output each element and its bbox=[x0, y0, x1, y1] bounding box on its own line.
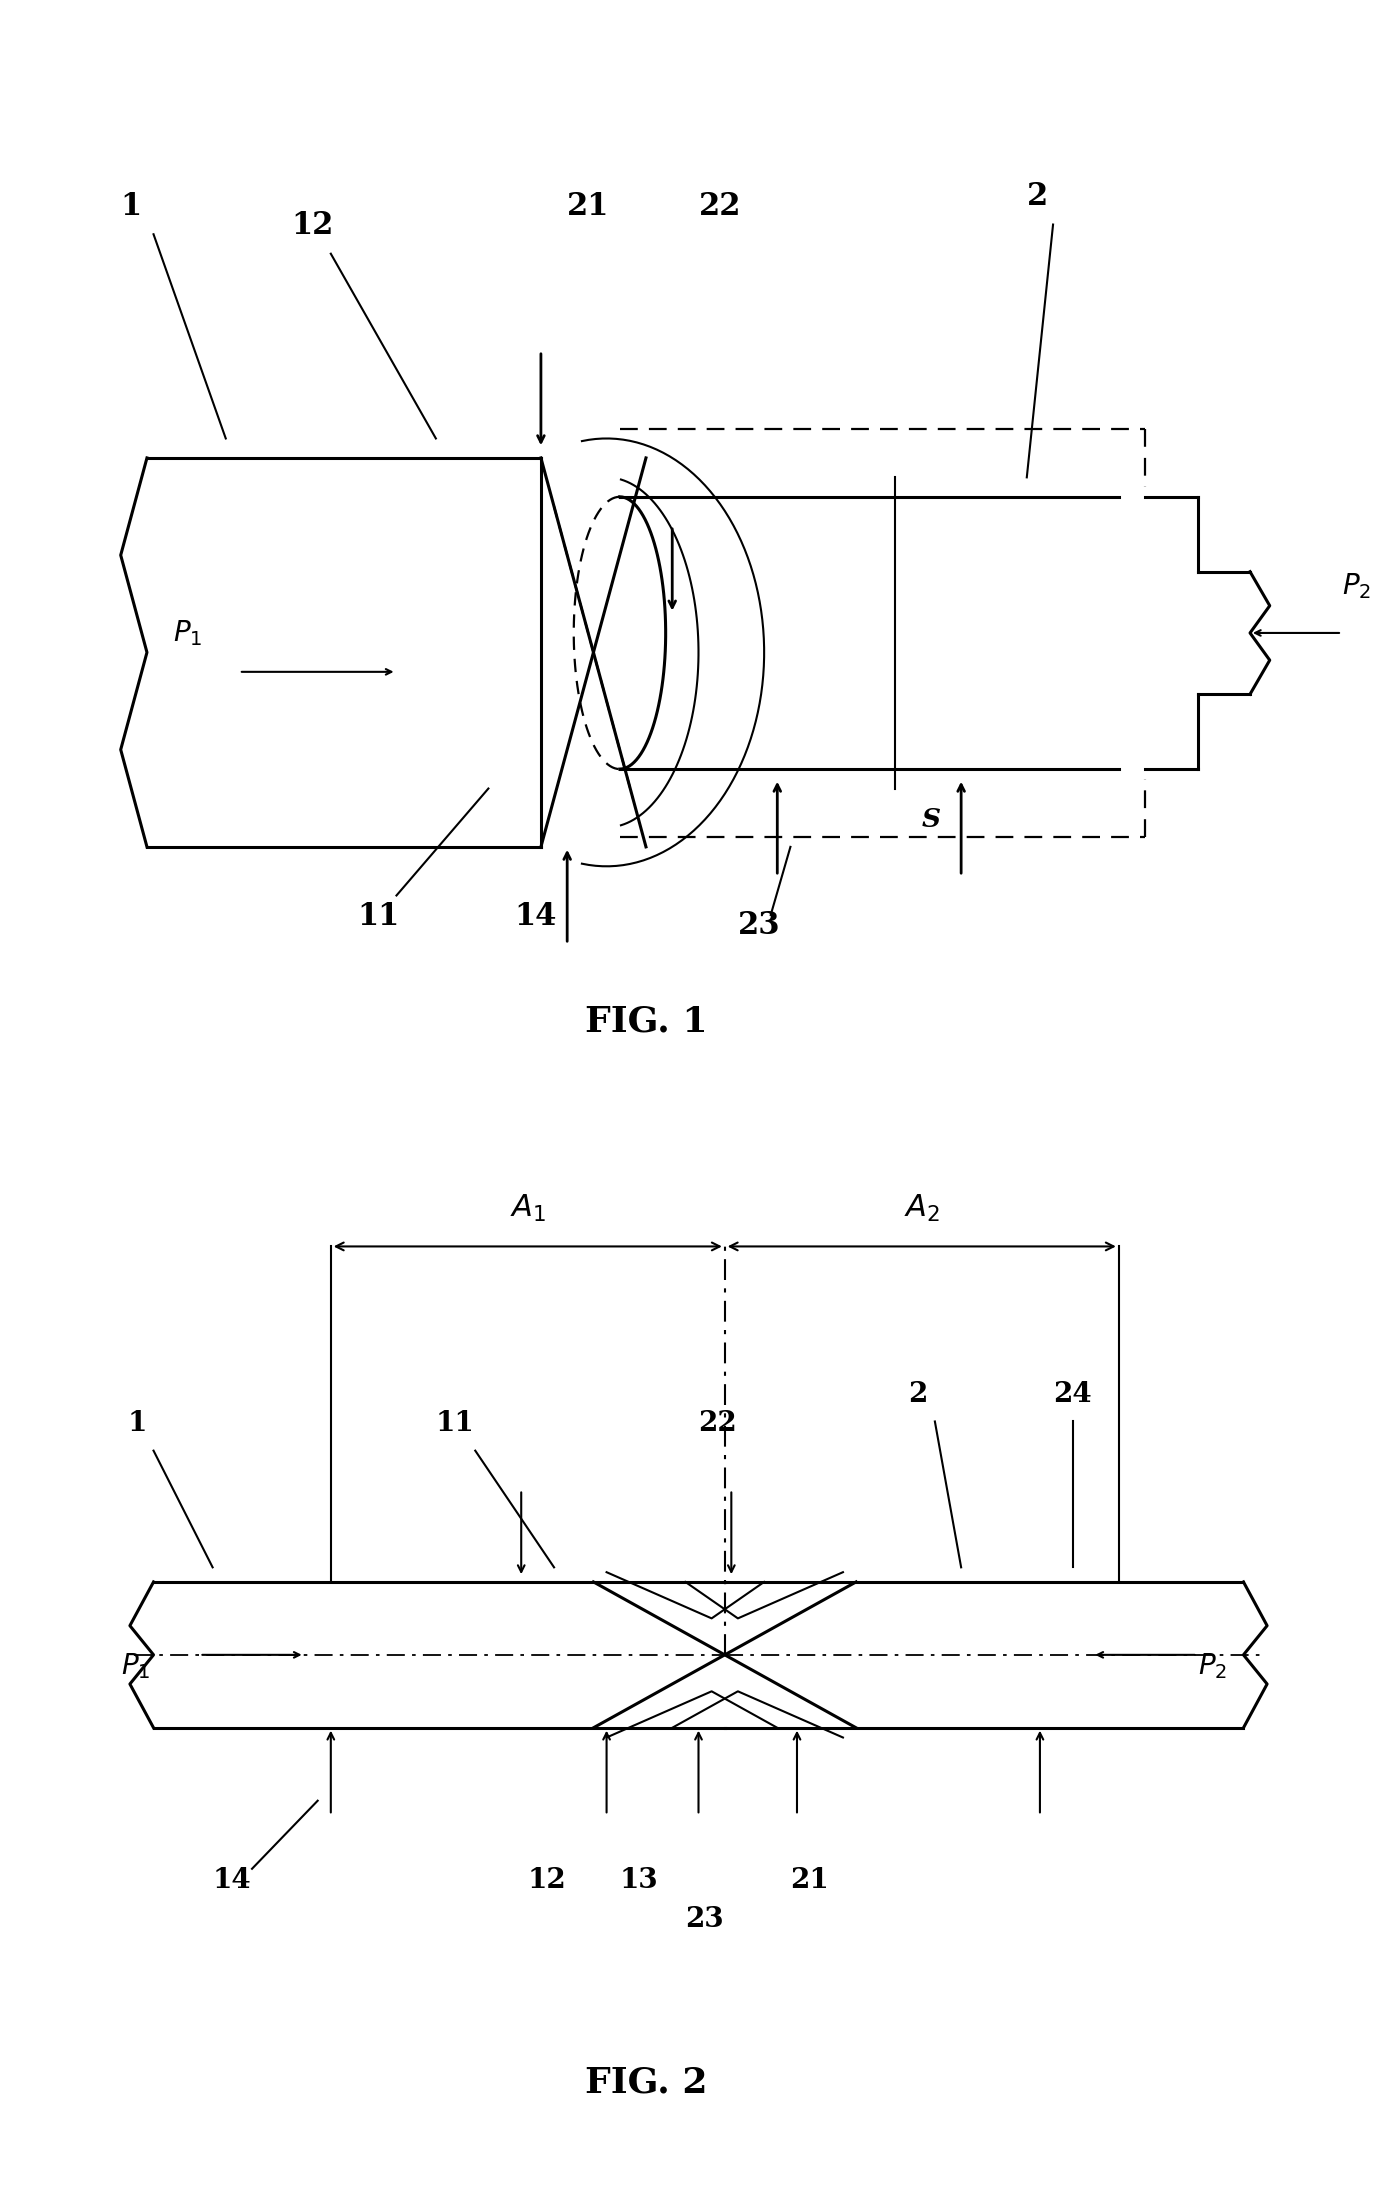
Text: $A_2$: $A_2$ bbox=[904, 1193, 940, 1224]
Text: 23: 23 bbox=[738, 911, 781, 941]
Text: $P_1$: $P_1$ bbox=[173, 619, 203, 648]
Text: 11: 11 bbox=[436, 1410, 475, 1436]
Text: 12: 12 bbox=[528, 1867, 567, 1894]
Text: $P_2$: $P_2$ bbox=[1197, 1651, 1227, 1682]
Text: 23: 23 bbox=[686, 1905, 724, 1934]
Text: 22: 22 bbox=[698, 1410, 738, 1436]
Text: 14: 14 bbox=[514, 902, 557, 933]
Text: 2: 2 bbox=[1027, 181, 1048, 212]
Text: 21: 21 bbox=[791, 1867, 830, 1894]
Text: $P_2$: $P_2$ bbox=[1343, 570, 1370, 601]
Text: FIG. 1: FIG. 1 bbox=[585, 1006, 707, 1039]
Text: 1: 1 bbox=[127, 1410, 147, 1436]
Text: $A_1$: $A_1$ bbox=[510, 1193, 546, 1224]
Text: 22: 22 bbox=[698, 190, 740, 221]
Text: S: S bbox=[922, 807, 940, 833]
Text: 1: 1 bbox=[120, 190, 142, 221]
Text: FIG. 2: FIG. 2 bbox=[585, 2066, 707, 2099]
Text: 13: 13 bbox=[620, 1867, 658, 1894]
Text: 24: 24 bbox=[1053, 1381, 1091, 1408]
Text: 21: 21 bbox=[567, 190, 609, 221]
Text: 2: 2 bbox=[908, 1381, 928, 1408]
Text: $P_1$: $P_1$ bbox=[120, 1651, 149, 1682]
Text: 12: 12 bbox=[292, 210, 334, 241]
Text: 11: 11 bbox=[358, 902, 400, 933]
Text: 14: 14 bbox=[212, 1867, 251, 1894]
